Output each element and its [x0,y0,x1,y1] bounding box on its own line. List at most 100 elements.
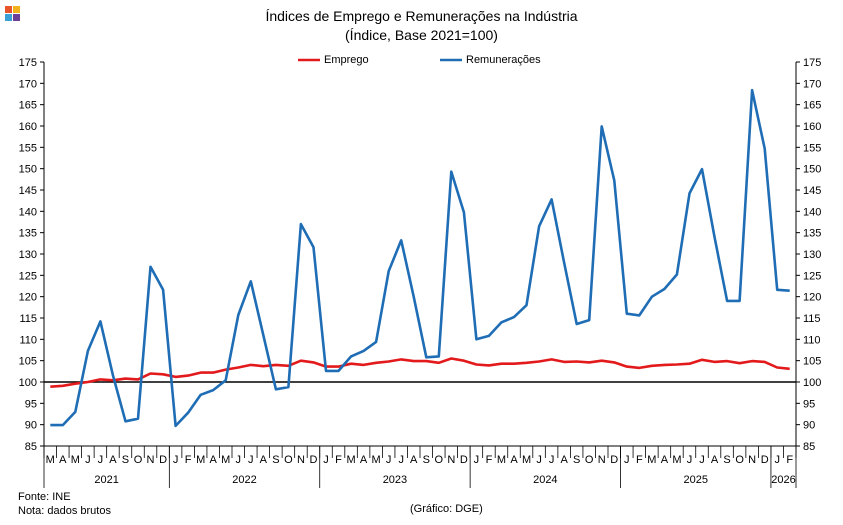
month-label: F [335,454,342,466]
month-label: O [435,454,444,466]
month-label: M [497,454,506,466]
month-label: A [260,454,268,466]
month-label: N [447,454,455,466]
y-tick-label-right: 160 [803,121,821,133]
month-label: S [272,454,279,466]
month-label: A [210,454,218,466]
month-label: S [723,454,730,466]
month-label: A [410,454,418,466]
y-tick-label-right: 125 [803,270,821,282]
month-label: A [360,454,368,466]
month-label: S [423,454,430,466]
month-label: J [687,454,693,466]
year-label: 2022 [232,474,256,486]
y-tick-label-left: 165 [19,100,37,112]
month-label: F [636,454,643,466]
month-label: M [196,454,205,466]
y-tick-label-left: 130 [19,249,37,261]
chart-title: Índices de Emprego e Remunerações na Ind… [265,8,578,24]
month-label: S [573,454,580,466]
y-tick-label-left: 140 [19,206,37,218]
logo-square [13,14,20,21]
y-tick-label-right: 150 [803,164,821,176]
y-tick-label-right: 100 [803,377,821,389]
month-label: O [735,454,744,466]
month-label: N [748,454,756,466]
legend: Emprego Remunerações [298,54,541,66]
month-label: J [549,454,555,466]
month-label: J [248,454,254,466]
y-tick-label-right: 95 [803,398,815,410]
month-label: M [71,454,80,466]
credit-note: (Gráfico: DGE) [410,503,483,515]
y-tick-label-left: 115 [19,313,37,325]
series-line-emprego [50,357,790,388]
y-tick-label-left: 125 [19,270,37,282]
year-label: 2025 [683,474,707,486]
y-tick-label-right: 115 [803,313,821,325]
y-tick-label-left: 145 [19,185,37,197]
logo-square [5,6,12,13]
month-label: M [372,454,381,466]
y-tick-label-right: 105 [803,356,821,368]
logo-square [13,6,20,13]
y-tick-label-left: 85 [25,441,37,453]
y-tick-label-left: 170 [19,78,37,90]
year-label: 2024 [533,474,557,486]
year-label: 2023 [383,474,407,486]
month-label: A [661,454,669,466]
y-tick-label-left: 105 [19,356,37,368]
year-label: 2021 [94,474,118,486]
y-tick-label-left: 160 [19,121,37,133]
month-label: A [59,454,67,466]
y-tick-label-left: 155 [19,142,37,154]
plot-area: 85 85 90 90 95 95 100 100 105 105 110 110 115 115 120 1… [19,57,821,488]
month-label: D [309,454,317,466]
data-note: Nota: dados brutos [18,505,111,517]
month-label: D [761,454,769,466]
month-label: A [109,454,117,466]
y-tick-label-left: 175 [19,57,37,69]
month-label: M [647,454,656,466]
month-label: D [159,454,167,466]
month-label: J [536,454,542,466]
month-label: J [173,454,179,466]
month-label: M [672,454,681,466]
y-tick-label-right: 175 [803,57,821,69]
month-label: J [398,454,404,466]
y-tick-label-right: 145 [803,185,821,197]
legend-label: Remunerações [466,54,541,66]
month-label: N [297,454,305,466]
month-label: N [147,454,155,466]
source-note: Fonte: INE [18,491,71,503]
month-label: O [585,454,594,466]
y-tick-label-left: 90 [25,420,37,432]
month-label: J [774,454,780,466]
y-tick-label-right: 90 [803,420,815,432]
month-label: M [221,454,230,466]
month-label: J [323,454,329,466]
month-label: F [486,454,493,466]
y-tick-label-right: 155 [803,142,821,154]
series-line-remuneraes [50,88,790,428]
month-label: F [786,454,793,466]
y-tick-label-right: 85 [803,441,815,453]
y-tick-label-left: 135 [19,228,37,240]
month-label: A [711,454,719,466]
y-tick-label-right: 110 [803,334,821,346]
y-tick-label-right: 140 [803,206,821,218]
y-tick-label-left: 110 [19,334,37,346]
month-label: D [610,454,618,466]
month-label: A [560,454,568,466]
month-label: J [386,454,392,466]
y-tick-label-right: 120 [803,292,821,304]
month-label: M [46,454,55,466]
month-label: N [598,454,606,466]
month-label: S [122,454,129,466]
legend-label: Emprego [324,54,369,66]
dge-logo [5,6,20,21]
y-tick-label-right: 130 [803,249,821,261]
month-label: J [624,454,630,466]
month-label: A [510,454,518,466]
